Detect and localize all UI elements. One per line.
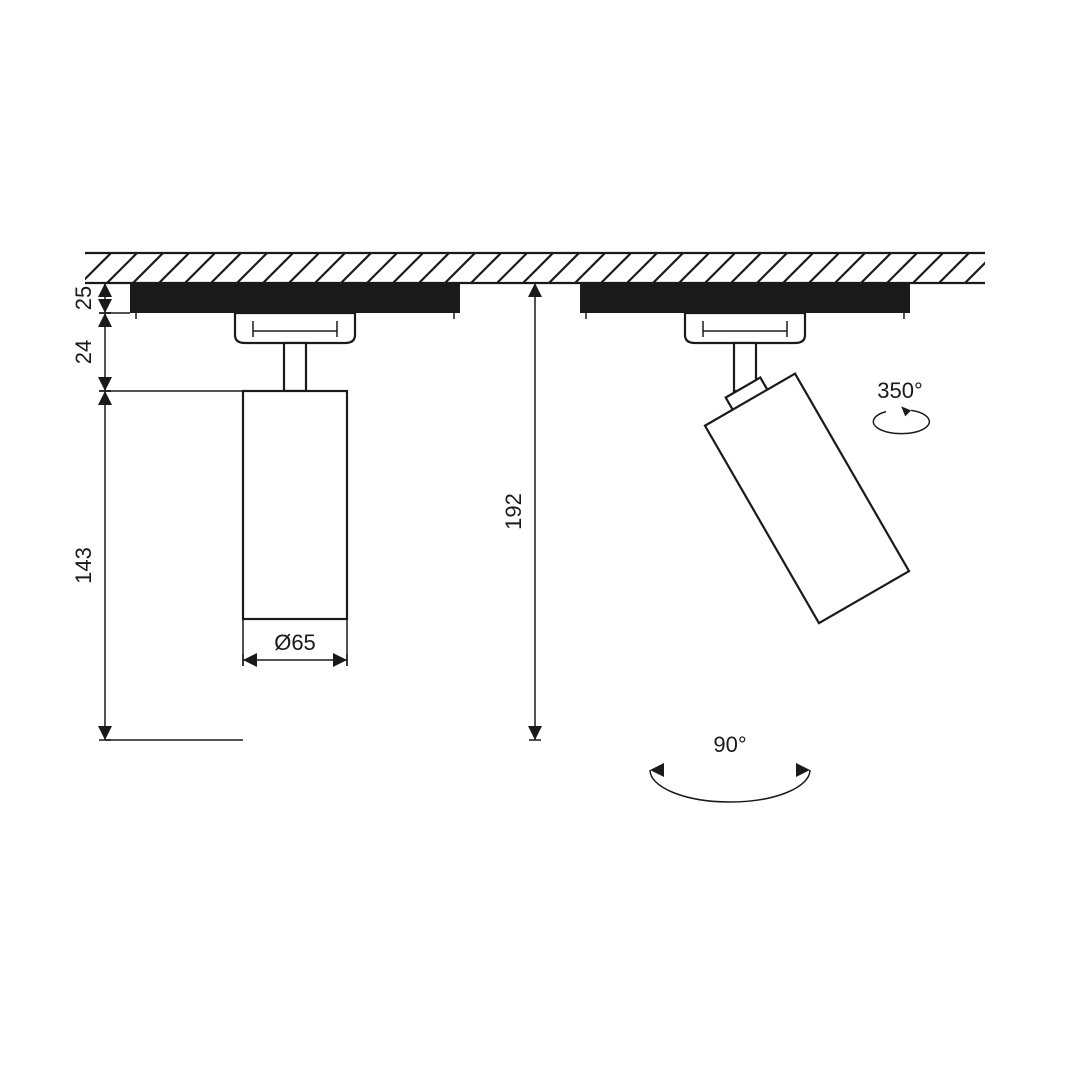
dimension-label: 143 [71,547,96,584]
dimension-label: 192 [501,493,526,530]
tilt-angle-label: 90° [713,732,746,757]
dimension-label: Ø65 [274,630,316,655]
dimension-label: 25 [71,286,96,310]
dimension-label: 24 [71,340,96,364]
rotation-angle-label: 350° [877,378,923,403]
ceiling-hatched [0,0,1080,1080]
spotlight-cylinder-left [243,391,347,619]
